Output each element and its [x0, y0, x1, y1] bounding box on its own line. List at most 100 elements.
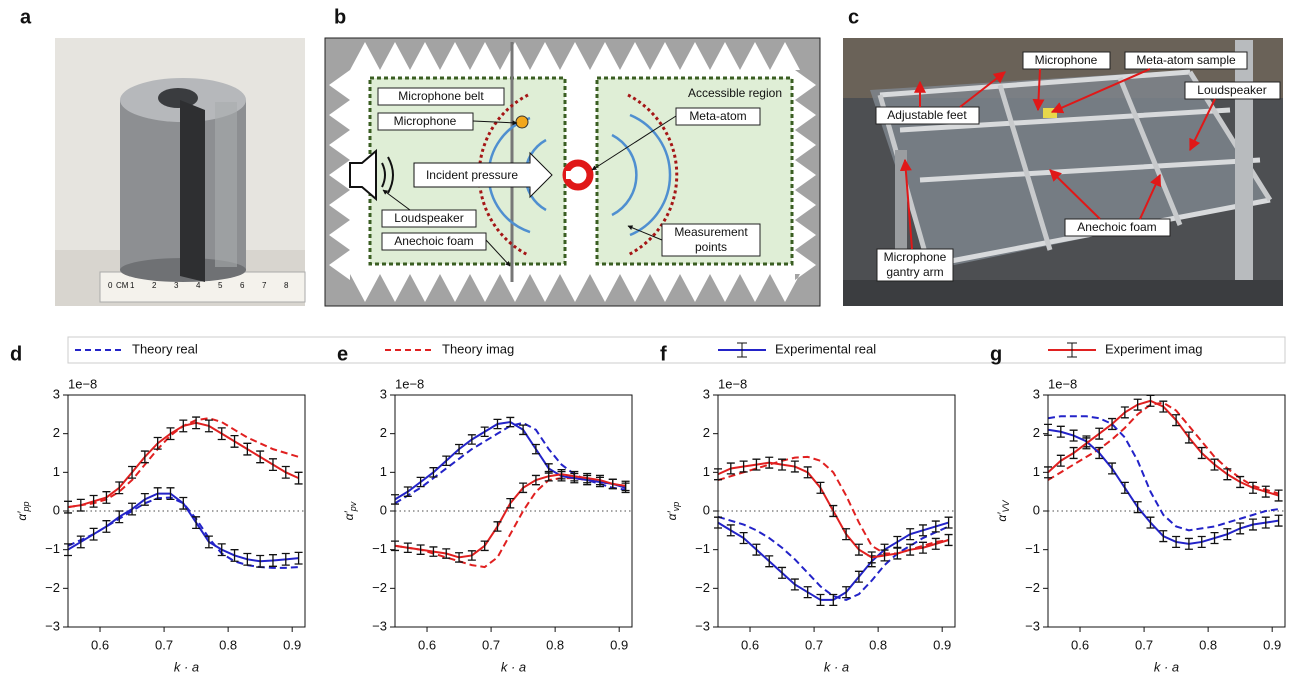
- photo-label: Microphone: [884, 250, 947, 264]
- x-tick-label: 0.6: [1071, 637, 1089, 652]
- diagram-label: Incident pressure: [426, 168, 518, 182]
- error-bar: [243, 443, 251, 455]
- y-tick-label: 1: [53, 464, 60, 479]
- y-tick-label: −2: [695, 580, 710, 595]
- series-line: [718, 523, 949, 600]
- x-axis-label: k · a: [174, 659, 199, 674]
- legend-label: Experiment imag: [1105, 341, 1203, 356]
- y-tick-label: 0: [53, 502, 60, 517]
- y-tick-label: 1: [703, 464, 710, 479]
- error-bar: [893, 537, 901, 548]
- y-tick-label: 0: [1033, 502, 1040, 517]
- y-axis-label: α′vp: [665, 502, 681, 521]
- chart: f1e−8α′vpk · a−3−2−101230.60.70.80.9: [660, 343, 955, 674]
- ruler-label: 5: [218, 281, 223, 290]
- photo-label: Meta-atom sample: [1136, 53, 1236, 67]
- scale-label: 1e−8: [395, 376, 424, 391]
- scale-label: 1e−8: [1048, 376, 1077, 391]
- error-bar: [102, 521, 110, 533]
- x-axis-label: k · a: [501, 659, 526, 674]
- photo-a: [55, 38, 305, 306]
- y-tick-label: 3: [1033, 386, 1040, 401]
- legend: [68, 337, 1285, 363]
- y-tick-label: 1: [380, 464, 387, 479]
- series-line: [68, 423, 299, 507]
- y-tick-label: 3: [380, 386, 387, 401]
- error-bar: [218, 428, 226, 440]
- error-bar: [1236, 477, 1244, 488]
- y-tick-label: 2: [380, 425, 387, 440]
- x-tick-label: 0.9: [1263, 637, 1281, 652]
- y-tick-label: 2: [53, 425, 60, 440]
- y-tick-label: 2: [703, 425, 710, 440]
- series-line: [395, 423, 626, 503]
- y-axis-subscript: pv: [348, 501, 358, 512]
- x-tick-label: 0.8: [1199, 637, 1217, 652]
- y-tick-label: −1: [372, 541, 387, 556]
- photo-label: Loudspeaker: [1197, 83, 1266, 97]
- ruler-label: CM: [116, 281, 129, 290]
- x-tick-label: 0.7: [805, 637, 823, 652]
- legend-label: Experimental real: [775, 341, 876, 356]
- ruler-label: 8: [284, 281, 289, 290]
- panel-letter: b: [334, 6, 346, 28]
- charts: d1e−8α′ppk · a−3−2−101230.60.70.80.9e1e−…: [10, 343, 1285, 674]
- ruler-label: 7: [262, 281, 267, 290]
- error-bar: [90, 528, 98, 540]
- y-axis-label: α′VV: [995, 499, 1011, 521]
- y-tick-label: 2: [1033, 425, 1040, 440]
- y-axis-subscript: vp: [671, 502, 681, 512]
- diagram-label: Loudspeaker: [394, 211, 463, 225]
- ruler-label: 6: [240, 281, 245, 290]
- y-tick-label: 0: [703, 502, 710, 517]
- y-tick-label: −2: [1025, 580, 1040, 595]
- error-bar: [256, 451, 264, 463]
- panel-letter: e: [337, 343, 348, 365]
- y-tick-label: −3: [695, 618, 710, 633]
- error-bar: [269, 459, 277, 471]
- diagram-label: Anechoic foam: [394, 234, 473, 248]
- photo-label: Microphone: [1035, 53, 1098, 67]
- scale-label: 1e−8: [68, 376, 97, 391]
- error-bar: [231, 436, 239, 448]
- y-tick-label: 3: [703, 386, 710, 401]
- x-tick-label: 0.9: [283, 637, 301, 652]
- y-tick-label: −3: [45, 618, 60, 633]
- y-tick-label: −2: [45, 580, 60, 595]
- y-tick-label: −3: [1025, 618, 1040, 633]
- x-tick-label: 0.8: [546, 637, 564, 652]
- error-bar: [481, 427, 489, 436]
- legend-label: Theory imag: [442, 341, 514, 356]
- error-bar: [1095, 428, 1103, 439]
- panel-letter: c: [848, 6, 859, 28]
- x-tick-label: 0.6: [91, 637, 109, 652]
- y-tick-label: −3: [372, 618, 387, 633]
- ruler-label: 0: [108, 281, 113, 290]
- series-line: [395, 422, 626, 499]
- x-axis-label: k · a: [1154, 659, 1179, 674]
- error-bar: [727, 525, 735, 536]
- y-axis-subscript: VV: [1001, 499, 1011, 512]
- x-tick-label: 0.8: [219, 637, 237, 652]
- y-tick-label: −1: [1025, 541, 1040, 556]
- panel-letter: a: [20, 6, 32, 28]
- diagram-label: Meta-atom: [689, 109, 746, 123]
- diagram-label: Microphone belt: [398, 89, 484, 103]
- error-bar: [282, 467, 290, 479]
- x-tick-label: 0.7: [155, 637, 173, 652]
- ruler-label: 1: [130, 281, 135, 290]
- x-tick-label: 0.9: [933, 637, 951, 652]
- x-tick-label: 0.7: [1135, 637, 1153, 652]
- legend-label: Theory real: [132, 341, 198, 356]
- x-tick-label: 0.8: [869, 637, 887, 652]
- x-tick-label: 0.7: [482, 637, 500, 652]
- series-line: [395, 478, 626, 567]
- y-tick-label: 1: [1033, 464, 1040, 479]
- y-tick-label: −2: [372, 580, 387, 595]
- ruler-label: 2: [152, 281, 157, 290]
- scale-label: 1e−8: [718, 376, 747, 391]
- error-bar: [804, 587, 812, 598]
- diagram-label: Measurement: [674, 225, 748, 239]
